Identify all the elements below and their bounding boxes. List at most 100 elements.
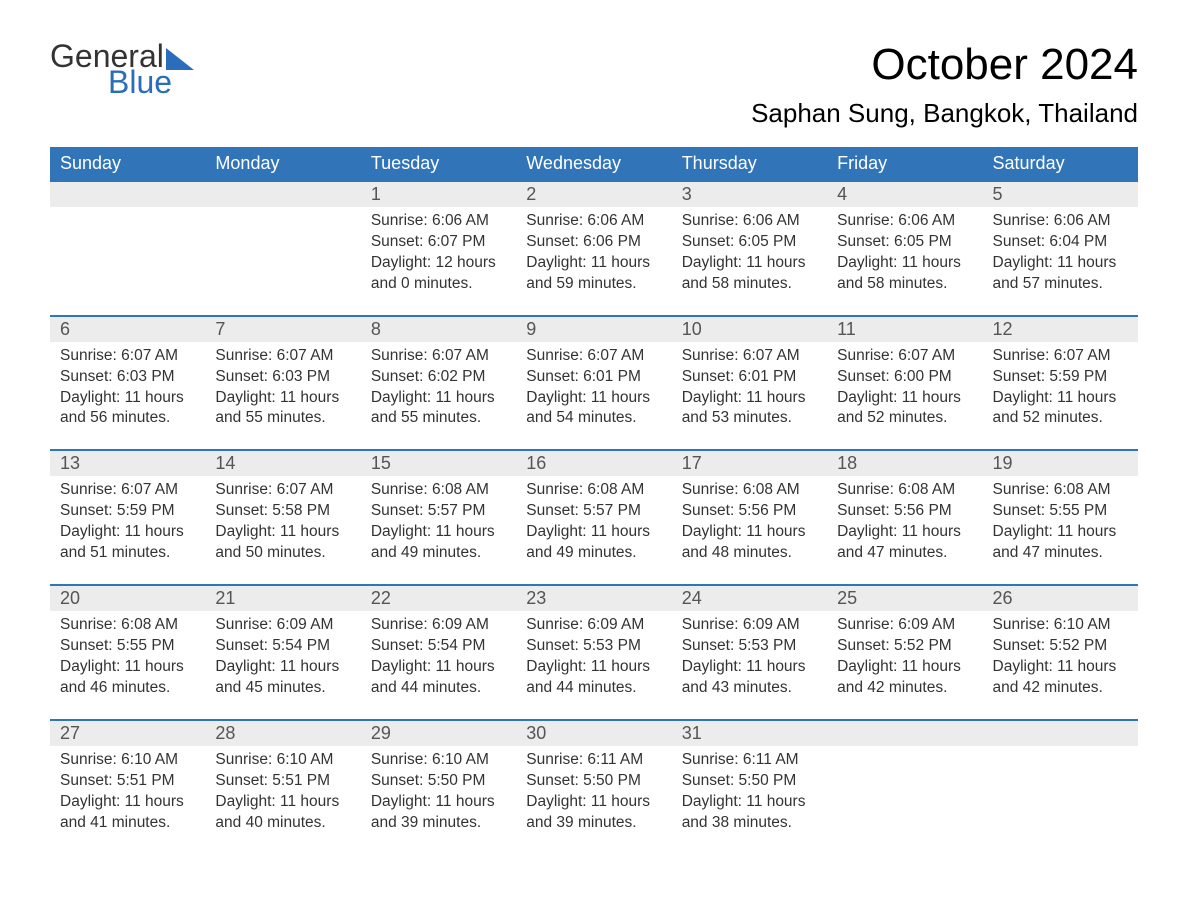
day-info-cell: Sunrise: 6:07 AMSunset: 6:00 PMDaylight:…: [827, 342, 982, 451]
page-subtitle: Saphan Sung, Bangkok, Thailand: [751, 98, 1138, 129]
daylight-text: Daylight: 11 hours and 53 minutes.: [682, 388, 817, 430]
daylight-text: Daylight: 11 hours and 58 minutes.: [682, 253, 817, 295]
sunrise-text: Sunrise: 6:10 AM: [215, 750, 350, 771]
day-number-cell: 29: [361, 720, 516, 746]
sunset-text: Sunset: 5:57 PM: [371, 501, 506, 522]
daylight-text: Daylight: 11 hours and 41 minutes.: [60, 792, 195, 834]
daylight-text: Daylight: 11 hours and 46 minutes.: [60, 657, 195, 699]
daylight-text: Daylight: 11 hours and 39 minutes.: [371, 792, 506, 834]
sunrise-text: Sunrise: 6:07 AM: [215, 480, 350, 501]
day-info-cell: Sunrise: 6:06 AMSunset: 6:04 PMDaylight:…: [983, 207, 1138, 316]
sunset-text: Sunset: 5:50 PM: [682, 771, 817, 792]
sunrise-text: Sunrise: 6:11 AM: [526, 750, 661, 771]
sunrise-text: Sunrise: 6:07 AM: [837, 346, 972, 367]
sunset-text: Sunset: 6:01 PM: [526, 367, 661, 388]
sunrise-text: Sunrise: 6:09 AM: [526, 615, 661, 636]
day-info-cell: Sunrise: 6:10 AMSunset: 5:51 PMDaylight:…: [50, 746, 205, 854]
day-number-cell: 7: [205, 316, 360, 342]
sunrise-text: Sunrise: 6:09 AM: [837, 615, 972, 636]
daylight-text: Daylight: 11 hours and 50 minutes.: [215, 522, 350, 564]
sunset-text: Sunset: 5:55 PM: [60, 636, 195, 657]
sunrise-text: Sunrise: 6:07 AM: [682, 346, 817, 367]
daylight-text: Daylight: 11 hours and 59 minutes.: [526, 253, 661, 295]
day-info-cell: Sunrise: 6:11 AMSunset: 5:50 PMDaylight:…: [672, 746, 827, 854]
sunset-text: Sunset: 5:58 PM: [215, 501, 350, 522]
day-number-cell: 1: [361, 181, 516, 207]
daylight-text: Daylight: 11 hours and 49 minutes.: [526, 522, 661, 564]
sunset-text: Sunset: 5:56 PM: [837, 501, 972, 522]
sunset-text: Sunset: 6:00 PM: [837, 367, 972, 388]
day-info-cell: Sunrise: 6:07 AMSunset: 6:01 PMDaylight:…: [672, 342, 827, 451]
sunset-text: Sunset: 5:55 PM: [993, 501, 1128, 522]
daylight-text: Daylight: 11 hours and 42 minutes.: [837, 657, 972, 699]
daylight-text: Daylight: 11 hours and 44 minutes.: [371, 657, 506, 699]
sunset-text: Sunset: 6:06 PM: [526, 232, 661, 253]
daylight-text: Daylight: 11 hours and 47 minutes.: [837, 522, 972, 564]
day-number-cell: [205, 181, 360, 207]
day-info-cell: Sunrise: 6:09 AMSunset: 5:54 PMDaylight:…: [205, 611, 360, 720]
day-number-cell: 4: [827, 181, 982, 207]
day-info-cell: [827, 746, 982, 854]
sunset-text: Sunset: 5:53 PM: [682, 636, 817, 657]
weekday-header: Friday: [827, 147, 982, 181]
day-info-cell: Sunrise: 6:08 AMSunset: 5:55 PMDaylight:…: [50, 611, 205, 720]
day-number-cell: 3: [672, 181, 827, 207]
info-row: Sunrise: 6:10 AMSunset: 5:51 PMDaylight:…: [50, 746, 1138, 854]
sunset-text: Sunset: 5:52 PM: [837, 636, 972, 657]
page-title: October 2024: [751, 40, 1138, 90]
day-number-cell: [50, 181, 205, 207]
sunset-text: Sunset: 5:50 PM: [371, 771, 506, 792]
weekday-header-row: Sunday Monday Tuesday Wednesday Thursday…: [50, 147, 1138, 181]
sunrise-text: Sunrise: 6:09 AM: [682, 615, 817, 636]
day-info-cell: Sunrise: 6:08 AMSunset: 5:57 PMDaylight:…: [361, 476, 516, 585]
day-number-cell: [827, 720, 982, 746]
sunrise-text: Sunrise: 6:08 AM: [60, 615, 195, 636]
day-number-cell: 27: [50, 720, 205, 746]
day-number-cell: 12: [983, 316, 1138, 342]
daynum-row: 6789101112: [50, 316, 1138, 342]
sunrise-text: Sunrise: 6:07 AM: [60, 346, 195, 367]
day-info-cell: Sunrise: 6:06 AMSunset: 6:06 PMDaylight:…: [516, 207, 671, 316]
weekday-header: Tuesday: [361, 147, 516, 181]
sunset-text: Sunset: 5:56 PM: [682, 501, 817, 522]
day-number-cell: [983, 720, 1138, 746]
sunset-text: Sunset: 5:54 PM: [215, 636, 350, 657]
day-number-cell: 9: [516, 316, 671, 342]
daylight-text: Daylight: 11 hours and 44 minutes.: [526, 657, 661, 699]
daylight-text: Daylight: 11 hours and 47 minutes.: [993, 522, 1128, 564]
day-info-cell: Sunrise: 6:06 AMSunset: 6:07 PMDaylight:…: [361, 207, 516, 316]
sunrise-text: Sunrise: 6:06 AM: [526, 211, 661, 232]
sunrise-text: Sunrise: 6:06 AM: [371, 211, 506, 232]
sunrise-text: Sunrise: 6:08 AM: [682, 480, 817, 501]
daylight-text: Daylight: 12 hours and 0 minutes.: [371, 253, 506, 295]
sunrise-text: Sunrise: 6:09 AM: [215, 615, 350, 636]
day-info-cell: [205, 207, 360, 316]
day-number-cell: 14: [205, 450, 360, 476]
day-info-cell: Sunrise: 6:08 AMSunset: 5:57 PMDaylight:…: [516, 476, 671, 585]
day-number-cell: 15: [361, 450, 516, 476]
daylight-text: Daylight: 11 hours and 38 minutes.: [682, 792, 817, 834]
sunrise-text: Sunrise: 6:06 AM: [837, 211, 972, 232]
daylight-text: Daylight: 11 hours and 55 minutes.: [371, 388, 506, 430]
day-number-cell: 16: [516, 450, 671, 476]
daylight-text: Daylight: 11 hours and 45 minutes.: [215, 657, 350, 699]
sunrise-text: Sunrise: 6:10 AM: [60, 750, 195, 771]
day-number-cell: 18: [827, 450, 982, 476]
day-number-cell: 5: [983, 181, 1138, 207]
day-info-cell: Sunrise: 6:07 AMSunset: 6:01 PMDaylight:…: [516, 342, 671, 451]
day-info-cell: Sunrise: 6:07 AMSunset: 6:03 PMDaylight:…: [205, 342, 360, 451]
calendar-table: Sunday Monday Tuesday Wednesday Thursday…: [50, 147, 1138, 853]
sunrise-text: Sunrise: 6:08 AM: [526, 480, 661, 501]
sunset-text: Sunset: 5:59 PM: [993, 367, 1128, 388]
daylight-text: Daylight: 11 hours and 54 minutes.: [526, 388, 661, 430]
day-info-cell: Sunrise: 6:10 AMSunset: 5:52 PMDaylight:…: [983, 611, 1138, 720]
daylight-text: Daylight: 11 hours and 52 minutes.: [837, 388, 972, 430]
sunset-text: Sunset: 6:04 PM: [993, 232, 1128, 253]
sunrise-text: Sunrise: 6:06 AM: [993, 211, 1128, 232]
day-number-cell: 17: [672, 450, 827, 476]
day-info-cell: Sunrise: 6:07 AMSunset: 5:59 PMDaylight:…: [50, 476, 205, 585]
sunrise-text: Sunrise: 6:06 AM: [682, 211, 817, 232]
sunrise-text: Sunrise: 6:07 AM: [526, 346, 661, 367]
day-number-cell: 13: [50, 450, 205, 476]
daylight-text: Daylight: 11 hours and 40 minutes.: [215, 792, 350, 834]
